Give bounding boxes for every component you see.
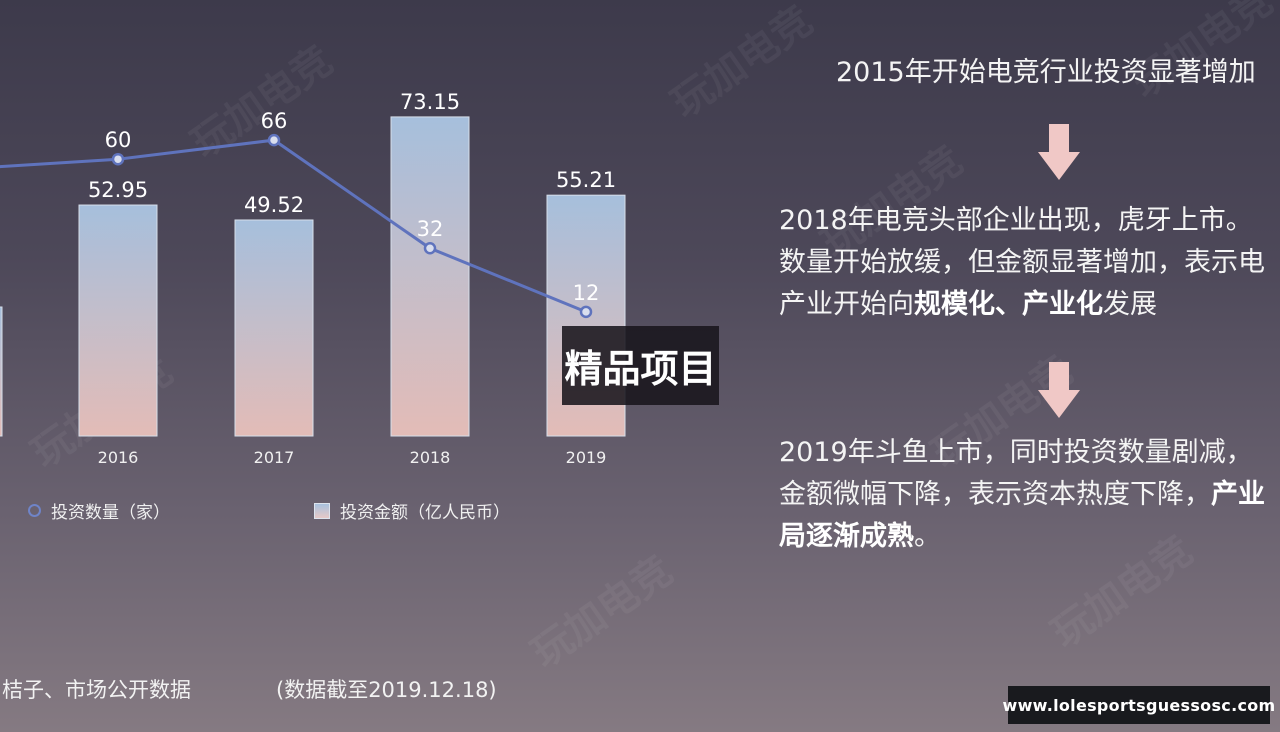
p2-line-3-pre: 产业开始向: [779, 289, 914, 320]
bar-value-label: 52.95: [88, 178, 148, 202]
chart-bar: [234, 219, 314, 437]
x-tick-label: 2017: [254, 448, 295, 467]
headline-2015: 2015年开始电竞行业投资显著增加: [836, 57, 1256, 88]
count-point: [267, 133, 281, 147]
p3-line-3-post: 。: [914, 521, 941, 552]
p3-line-1: 2019年斗鱼上市，同时投资数量剧减，: [779, 437, 1253, 468]
legend-count-label: 投资数量（家）: [51, 503, 170, 523]
chart-bar-partial: [0, 306, 3, 437]
count-point: [111, 152, 125, 166]
bar-value-label: 73.15: [400, 90, 460, 114]
x-tick-label: 2018: [410, 448, 451, 467]
count-point: [423, 241, 437, 255]
legend-amount-label: 投资金额（亿人民币）: [340, 503, 510, 523]
source-text: 桔子、市场公开数据: [2, 678, 191, 702]
p3-line-2: 金额微幅下降，表示资本热度下降，产业: [779, 474, 1280, 516]
legend-item-count: 投资数量（家）: [28, 498, 170, 523]
p2-line-3-post: 发展: [1103, 289, 1157, 320]
p2-line-1: 2018年电竞头部企业出现，虎牙上市。: [779, 205, 1253, 236]
down-arrow-icon: [1038, 362, 1080, 418]
bar-value-label: 55.21: [556, 168, 616, 192]
p3-line-2-pre: 金额微幅下降，表示资本热度下降，: [779, 479, 1211, 510]
watermark: 玩加电竞: [523, 547, 682, 678]
x-tick-label: 2019: [566, 448, 607, 467]
right-line-1: 2015年开始电竞行业投资显著增加: [836, 52, 1280, 94]
paragraph-2019: 2019年斗鱼上市，同时投资数量剧减， 金额微幅下降，表示资本热度下降，产业 局…: [779, 432, 1280, 558]
p2-line-3-bold: 规模化、产业化: [914, 289, 1103, 320]
legend-circle-icon: [28, 504, 41, 517]
x-tick-label: 2016: [98, 448, 139, 467]
p3-line-3: 局逐渐成熟。: [779, 516, 1280, 558]
p2-line-3: 产业开始向规模化、产业化发展: [779, 284, 1280, 326]
chart-bar: [78, 204, 158, 437]
investment-chart: 60 66 32 12 52.95 2016 49.52 2017 73.15 2018 55.2…: [0, 90, 626, 467]
url-badge[interactable]: www.lolesportsguessosc.com: [1003, 686, 1275, 724]
count-point: [579, 305, 593, 319]
down-arrow-icon: [1038, 124, 1080, 180]
p3-line-2-bold: 产业: [1211, 479, 1265, 510]
legend-bar-icon: [314, 502, 330, 519]
p2-line-2: 数量开始放缓，但金额显著增加，表示电: [779, 247, 1265, 278]
p3-line-3-bold: 局逐渐成熟: [779, 521, 914, 552]
chart-bar: [390, 116, 470, 437]
count-value-label: 60: [105, 128, 132, 152]
count-value-label: 66: [261, 109, 288, 133]
paragraph-2018: 2018年电竞头部企业出现，虎牙上市。 数量开始放缓，但金额显著增加，表示电 产…: [779, 200, 1280, 326]
featured-projects-overlay: 精品项目: [562, 326, 719, 405]
cutoff-text: (数据截至2019.12.18): [276, 678, 497, 702]
count-value-label: 32: [417, 217, 444, 241]
legend-item-amount: 投资金额（亿人民币）: [314, 498, 510, 523]
bar-value-label: 49.52: [244, 193, 304, 217]
count-value-label: 12: [573, 281, 600, 305]
